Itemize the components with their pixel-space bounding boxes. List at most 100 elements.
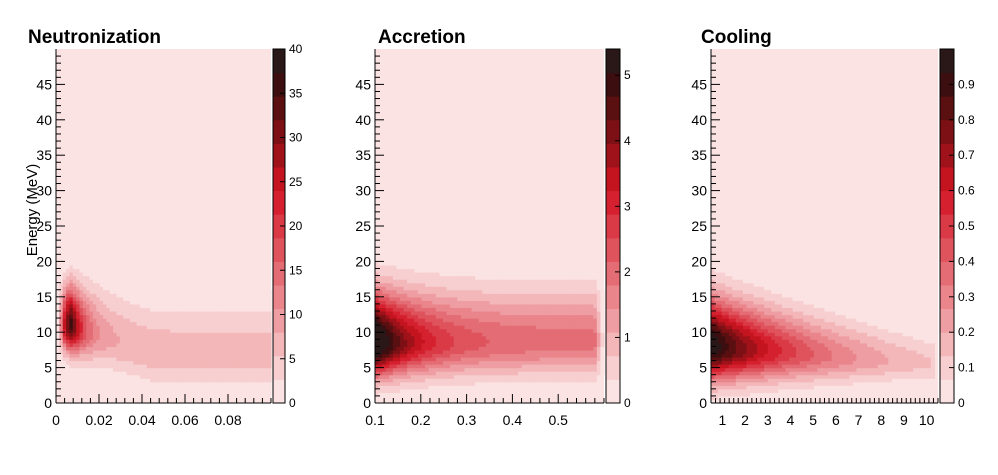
heatmap-cell [250, 310, 255, 316]
heatmap-cell [414, 279, 419, 284]
heatmap-cell [133, 335, 138, 340]
heatmap-cell [410, 296, 415, 301]
heatmap-cell [489, 310, 494, 316]
heatmap-cell [435, 318, 441, 323]
heatmap-cell [571, 289, 576, 294]
heatmap-cell [139, 346, 144, 351]
heatmap-cell [525, 378, 530, 383]
heatmap-cell [514, 264, 519, 270]
heatmap-cell [213, 293, 218, 298]
heatmap-cell [557, 264, 562, 270]
heatmap-cell [254, 353, 259, 358]
heatmap-cell [385, 399, 390, 404]
heatmap-cell [103, 268, 107, 273]
heatmap-cell [392, 356, 398, 362]
heatmap-cell [116, 310, 121, 316]
heatmap-cell [725, 385, 730, 390]
heatmap-cell [378, 296, 383, 301]
heatmap-cell [382, 286, 387, 291]
heatmap-cell [197, 360, 202, 365]
heatmap-cell [136, 371, 141, 376]
heatmap-cell [62, 367, 67, 372]
heatmap-cell [99, 289, 104, 294]
heatmap-cell [126, 378, 131, 383]
heatmap-cell [460, 388, 466, 393]
y-tick-label: 20 [355, 253, 371, 269]
heatmap-cell [106, 275, 111, 280]
heatmap-cell [425, 272, 430, 277]
heatmap-cell [457, 335, 462, 340]
heatmap-cell [571, 321, 576, 326]
heatmap-cell [183, 318, 188, 323]
heatmap-cell [553, 321, 559, 326]
heatmap-cell [553, 374, 559, 379]
heatmap-cell [257, 332, 262, 337]
heatmap-cell [718, 272, 723, 277]
heatmap-cell [464, 300, 469, 305]
heatmap-cell [197, 335, 202, 340]
heatmap-cell [475, 346, 480, 351]
heatmap-cell [133, 307, 138, 312]
heatmap-cell [150, 300, 155, 305]
heatmap-cell [375, 289, 380, 294]
heatmap-cell [170, 346, 175, 351]
heatmap-cell [453, 364, 458, 369]
heatmap-cell [500, 261, 505, 266]
heatmap-cell [410, 257, 415, 262]
heatmap-cell [564, 378, 569, 383]
heatmap-cell [234, 293, 239, 298]
heatmap-cell [257, 339, 262, 344]
heatmap-cell [543, 307, 548, 312]
heatmap-cell [180, 367, 185, 372]
heatmap-cell [150, 296, 155, 301]
heatmap-cell [76, 300, 81, 305]
heatmap-cell [414, 321, 419, 326]
heatmap-cell [568, 264, 573, 270]
heatmap-cell [129, 360, 134, 365]
heatmap-cell [176, 314, 181, 319]
heatmap-cell [119, 325, 124, 330]
heatmap-cell [385, 342, 390, 347]
heatmap-cell [589, 318, 594, 323]
heatmap-cell [718, 268, 723, 273]
heatmap-cell [89, 310, 94, 316]
heatmap-cell [425, 321, 430, 326]
heatmap-cell [450, 328, 455, 333]
heatmap-cell [510, 392, 516, 397]
heatmap-cell [96, 349, 101, 355]
heatmap-cell [400, 279, 405, 284]
heatmap-cell [136, 367, 141, 372]
heatmap-cell [200, 385, 205, 390]
heatmap-cell [475, 261, 480, 266]
heatmap-cell [400, 310, 405, 316]
heatmap-cell [460, 328, 466, 333]
heatmap-cell [82, 374, 87, 379]
heatmap-cell [457, 385, 462, 390]
heatmap-cell [62, 335, 67, 340]
heatmap-cell [525, 335, 530, 340]
heatmap-cell [439, 275, 444, 280]
heatmap-cell [435, 272, 441, 277]
heatmap-cell [586, 356, 591, 362]
heatmap-cell [500, 264, 505, 270]
heatmap-cell [550, 282, 555, 287]
heatmap-cell [732, 300, 737, 305]
heatmap-cell [589, 300, 594, 305]
heatmap-cell [428, 360, 433, 365]
heatmap-cell [254, 356, 259, 362]
heatmap-cell [126, 346, 131, 351]
heatmap-cell [450, 261, 455, 266]
heatmap-cell [453, 275, 458, 280]
heatmap-cell [260, 325, 265, 330]
heatmap-cell [536, 339, 541, 344]
heatmap-cell [525, 374, 530, 379]
heatmap-cell [260, 293, 265, 298]
heatmap-cell [442, 360, 448, 365]
heatmap-cell [460, 257, 466, 262]
heatmap-cell [532, 360, 537, 365]
heatmap-cell [489, 268, 494, 273]
heatmap-cell [136, 332, 141, 337]
heatmap-cell [407, 388, 412, 393]
heatmap-cell [113, 325, 118, 330]
heatmap-cell [166, 353, 171, 358]
